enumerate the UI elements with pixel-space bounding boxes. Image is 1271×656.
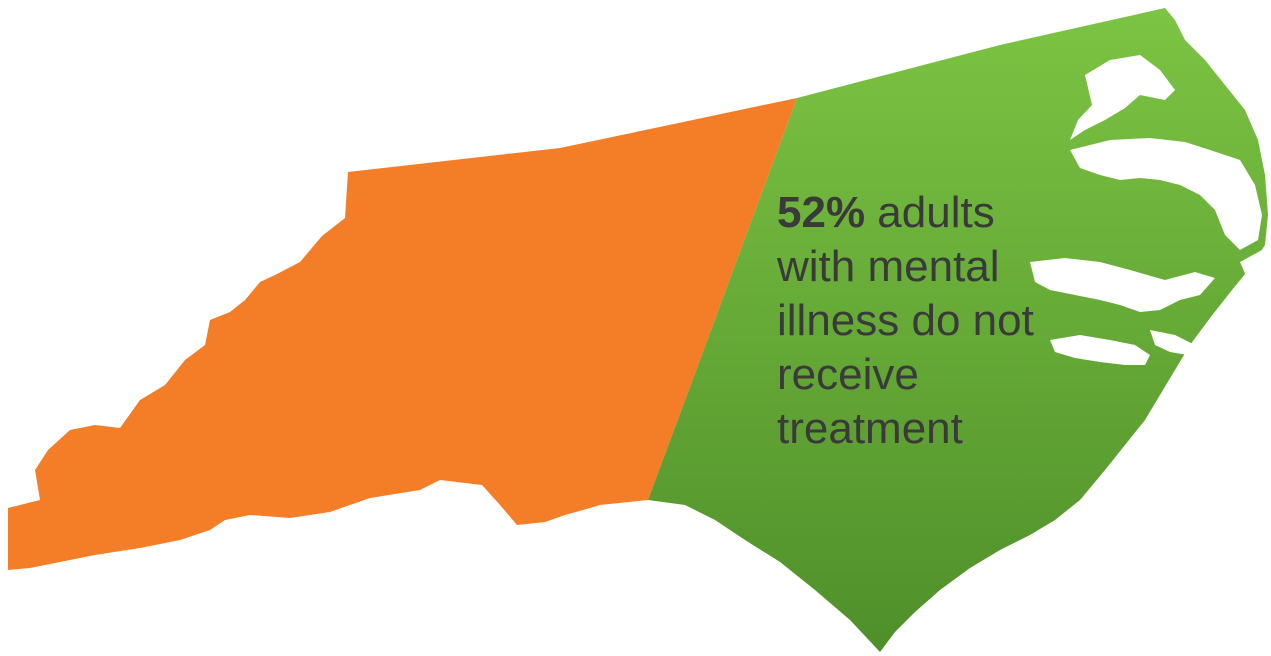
statistic-line-5: treatment: [777, 404, 963, 453]
statistic-line-1: adults: [865, 188, 995, 237]
statistic-label: 52% adults with mental illness do not re…: [777, 186, 1107, 456]
statistic-line-3: illness do not: [777, 296, 1034, 345]
coastal-sound-albemarle: [1070, 138, 1262, 250]
statistic-percent: 52%: [777, 188, 866, 237]
statistic-line-4: receive: [777, 350, 919, 399]
outer-banks-gap: [1240, 250, 1271, 300]
statistic-line-2: with mental: [777, 242, 1000, 291]
coastal-sound-pamlico: [1030, 258, 1215, 312]
coastal-sound-north: [1070, 55, 1175, 140]
coastal-inlet-south: [1150, 330, 1195, 355]
map-region-west: [8, 98, 797, 570]
coastal-sound-neuse: [1050, 335, 1150, 365]
